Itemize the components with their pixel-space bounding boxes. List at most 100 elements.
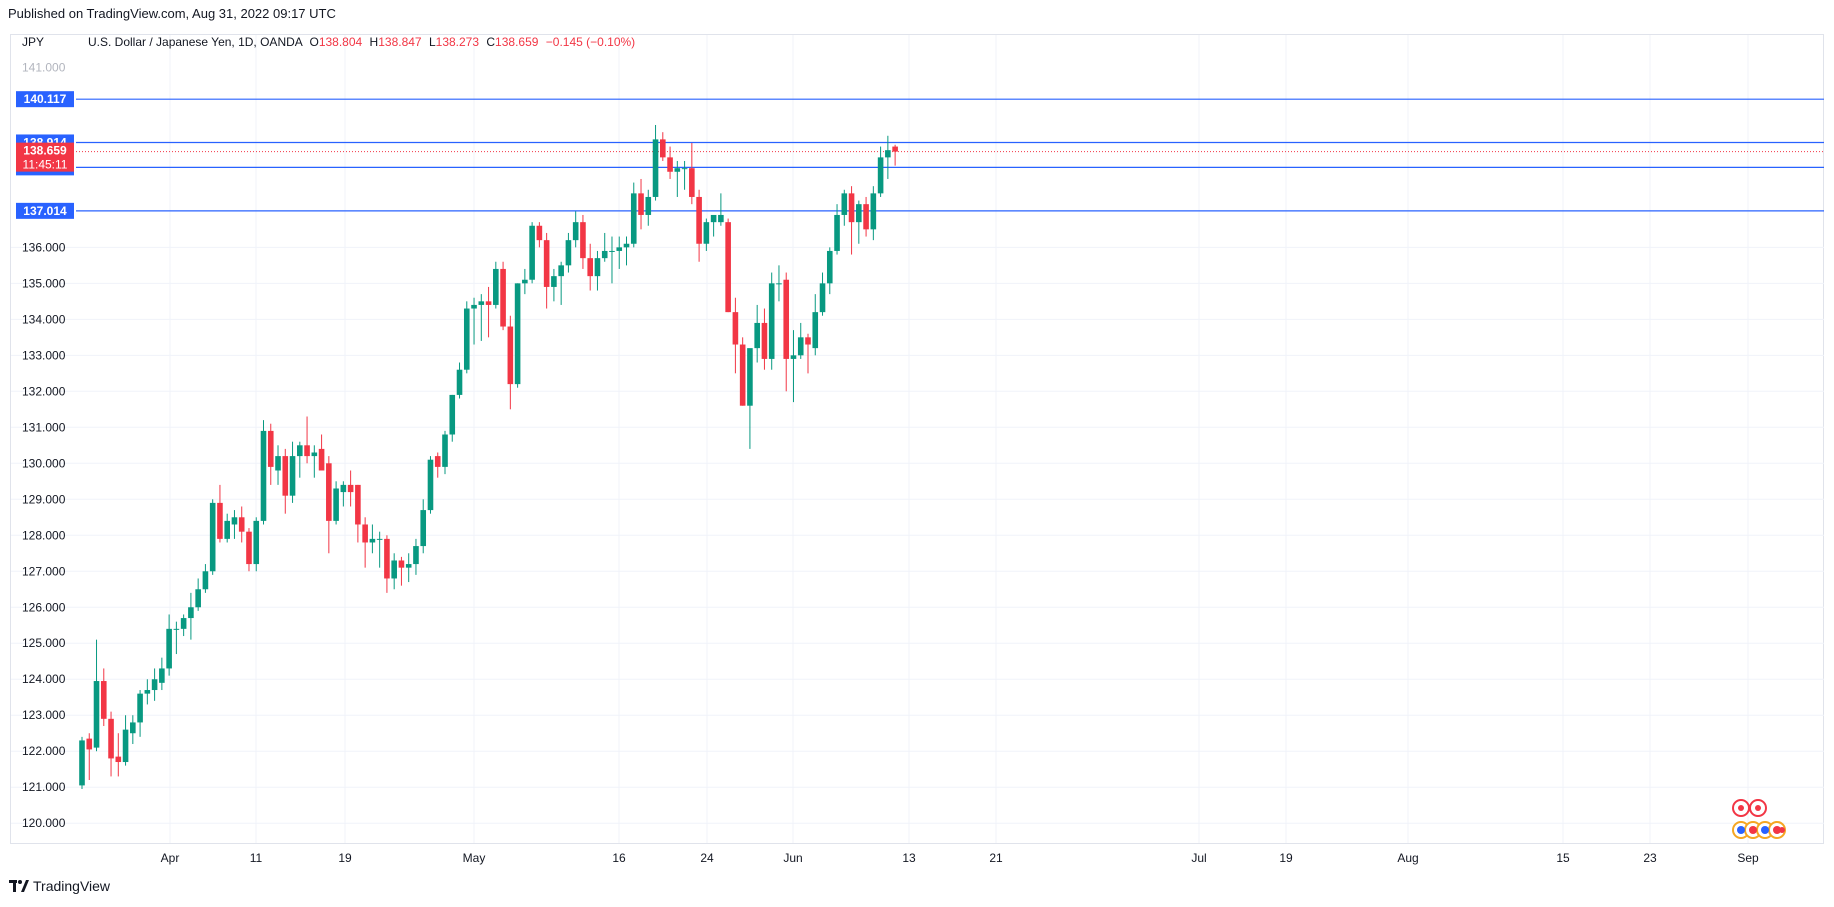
candle[interactable] [500,261,506,331]
candle[interactable] [783,272,790,392]
candle[interactable] [856,200,862,244]
candle[interactable] [122,715,129,766]
candle[interactable] [456,362,463,399]
candle[interactable] [645,189,652,226]
candle[interactable] [159,657,165,691]
candle[interactable] [463,301,470,374]
candle[interactable] [543,232,550,309]
candle[interactable] [137,690,143,737]
candle[interactable] [347,470,354,507]
candle[interactable] [282,448,289,514]
candle[interactable] [144,679,151,705]
candle[interactable] [630,182,637,248]
candle[interactable] [674,160,681,197]
candle[interactable] [638,178,644,230]
candle[interactable] [231,510,238,539]
candle[interactable] [580,214,586,269]
candle[interactable] [718,193,724,226]
candle[interactable] [776,265,782,302]
candle[interactable] [616,236,623,269]
candle[interactable] [420,499,427,554]
candle[interactable] [217,484,223,543]
candle[interactable] [667,146,673,179]
candle[interactable] [558,261,564,305]
candle[interactable] [449,394,456,442]
candle[interactable] [805,333,811,374]
candle[interactable] [587,243,593,291]
candle[interactable] [703,218,710,251]
candle[interactable] [652,124,659,201]
candle[interactable] [594,250,601,291]
candle[interactable] [870,186,877,241]
candle[interactable] [442,430,448,475]
candle[interactable] [311,445,318,478]
candle[interactable] [224,513,230,543]
candle[interactable] [863,196,869,237]
candle[interactable] [166,614,172,676]
candle[interactable] [93,639,100,752]
candle[interactable] [565,232,572,273]
candle[interactable] [536,222,543,248]
candle[interactable] [369,524,376,554]
candle[interactable] [326,456,332,554]
candle[interactable] [376,531,383,568]
candle[interactable] [355,484,361,543]
candle[interactable] [790,330,797,403]
candle[interactable] [826,247,833,295]
candle[interactable] [405,553,412,583]
candle[interactable] [819,272,826,316]
candle[interactable] [253,517,260,572]
candle[interactable] [478,294,485,341]
candle[interactable] [522,268,528,295]
candle[interactable] [797,322,804,359]
candle[interactable] [173,621,180,655]
candle[interactable] [609,236,615,284]
candle[interactable] [681,160,688,190]
candle[interactable] [297,441,303,478]
candle[interactable] [260,420,267,525]
candle[interactable] [493,261,499,309]
candle[interactable] [130,715,136,745]
candle[interactable] [391,553,397,590]
candle[interactable] [572,211,579,248]
candle[interactable] [551,268,557,302]
candle[interactable] [732,297,739,374]
candle[interactable] [514,283,521,388]
candle[interactable] [601,232,608,262]
candle[interactable] [710,214,717,237]
candle[interactable] [812,294,819,356]
candle[interactable] [100,668,107,727]
tradingview-brand[interactable]: TradingView [9,878,110,894]
candle[interactable] [362,517,368,568]
candle[interactable] [275,445,281,485]
candle[interactable] [768,272,775,370]
candle[interactable] [892,144,898,166]
candle[interactable] [754,304,760,363]
candle[interactable] [318,434,325,471]
candle[interactable] [238,506,245,543]
candle[interactable] [209,499,216,575]
candle[interactable] [623,236,630,266]
candle[interactable] [507,315,514,410]
candle[interactable] [427,456,434,514]
candle[interactable] [86,733,93,781]
candle[interactable] [471,297,477,345]
candle[interactable] [202,564,209,593]
candle[interactable] [689,142,695,205]
candle[interactable] [747,348,753,449]
candle[interactable] [115,733,122,777]
candle[interactable] [246,528,252,572]
candle[interactable] [848,186,855,255]
candle[interactable] [761,308,768,370]
candle[interactable] [696,189,702,262]
candle[interactable] [485,286,492,338]
candle[interactable] [384,535,390,593]
candle[interactable] [304,416,310,464]
candle[interactable] [180,614,187,637]
candle[interactable] [877,146,884,197]
candle[interactable] [413,538,419,575]
candle[interactable] [834,204,840,255]
candle[interactable] [885,135,891,179]
candle[interactable] [841,189,848,226]
candle[interactable] [340,481,347,507]
